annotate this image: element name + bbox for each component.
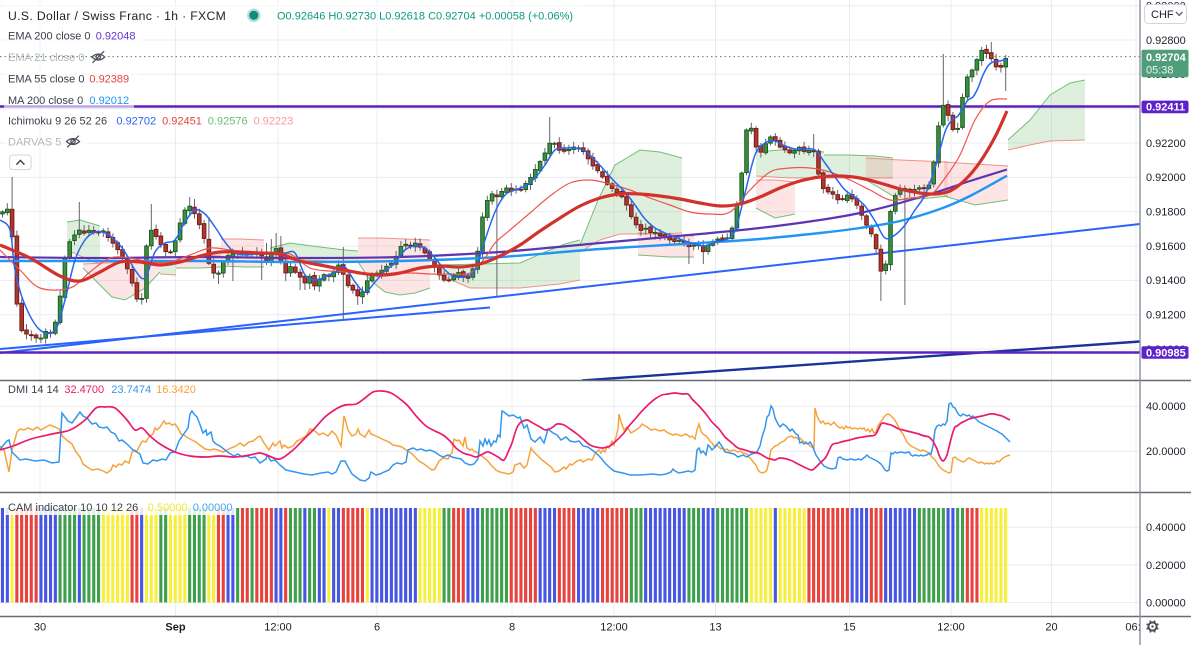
svg-text:0.20000: 0.20000 xyxy=(1146,560,1186,572)
svg-text:12:00: 12:00 xyxy=(264,622,292,634)
svg-text:0.40000: 0.40000 xyxy=(1146,522,1186,534)
svg-text:13: 13 xyxy=(709,622,721,634)
svg-text:05:38: 05:38 xyxy=(1146,64,1174,76)
svg-text:20: 20 xyxy=(1045,622,1057,634)
svg-text:EMA 200 close 0: EMA 200 close 0 xyxy=(8,31,91,43)
svg-text:O0.92646 H0.92730 L0.92618 C0.: O0.92646 H0.92730 L0.92618 C0.92704 +0.0… xyxy=(277,11,573,23)
svg-text:0.50000: 0.50000 xyxy=(148,502,188,514)
svg-text:DMI 14 14: DMI 14 14 xyxy=(8,384,59,396)
svg-text:0.90985: 0.90985 xyxy=(1146,347,1186,359)
svg-text:0.92800: 0.92800 xyxy=(1146,35,1186,47)
svg-text:EMA 21 close 0: EMA 21 close 0 xyxy=(8,52,84,64)
svg-text:EMA 55 close 0: EMA 55 close 0 xyxy=(8,74,84,86)
svg-text:8: 8 xyxy=(509,622,515,634)
svg-text:0.00000: 0.00000 xyxy=(193,502,233,514)
svg-text:0.92000: 0.92000 xyxy=(1146,172,1186,184)
svg-text:MA 200 close 0: MA 200 close 0 xyxy=(8,95,83,107)
svg-text:0.91200: 0.91200 xyxy=(1146,310,1186,322)
svg-text:0.92411: 0.92411 xyxy=(1146,102,1185,114)
svg-text:20.0000: 20.0000 xyxy=(1146,446,1186,458)
svg-text:0.92451: 0.92451 xyxy=(162,116,202,128)
svg-text:12:00: 12:00 xyxy=(600,622,628,634)
svg-text:0.92576: 0.92576 xyxy=(208,116,248,128)
svg-text:6: 6 xyxy=(374,622,380,634)
svg-text:0.92389: 0.92389 xyxy=(89,74,129,86)
svg-text:06:: 06: xyxy=(1125,622,1140,634)
svg-text:30: 30 xyxy=(34,622,46,634)
svg-text:0.92012: 0.92012 xyxy=(89,95,129,107)
svg-text:16.3420: 16.3420 xyxy=(156,384,196,396)
svg-text:CAM indicator 10 10 12 26: CAM indicator 10 10 12 26 xyxy=(8,502,138,514)
svg-text:0.92704: 0.92704 xyxy=(1146,52,1187,64)
svg-text:0.91400: 0.91400 xyxy=(1146,275,1186,287)
svg-text:Ichimoku 9 26 52 26: Ichimoku 9 26 52 26 xyxy=(8,116,107,128)
svg-text:0.91800: 0.91800 xyxy=(1146,207,1186,219)
svg-text:DARVAS 5: DARVAS 5 xyxy=(8,137,61,149)
svg-text:0.92200: 0.92200 xyxy=(1146,138,1186,150)
svg-text:40.0000: 40.0000 xyxy=(1146,401,1186,413)
svg-text:32.4700: 32.4700 xyxy=(64,384,104,396)
svg-text:0.00000: 0.00000 xyxy=(1146,597,1186,609)
svg-text:CHF: CHF xyxy=(1151,9,1174,21)
svg-text:U.S. Dollar / Swiss Franc · 1h: U.S. Dollar / Swiss Franc · 1h · FXCM xyxy=(8,9,226,23)
svg-text:0.91600: 0.91600 xyxy=(1146,241,1186,253)
svg-text:15: 15 xyxy=(843,622,855,634)
svg-text:0.92223: 0.92223 xyxy=(254,116,294,128)
svg-text:12:00: 12:00 xyxy=(937,622,965,634)
svg-text:0.92702: 0.92702 xyxy=(116,116,156,128)
svg-text:0.92048: 0.92048 xyxy=(96,31,136,43)
svg-text:23.7474: 23.7474 xyxy=(111,384,151,396)
svg-text:Sep: Sep xyxy=(165,622,185,634)
